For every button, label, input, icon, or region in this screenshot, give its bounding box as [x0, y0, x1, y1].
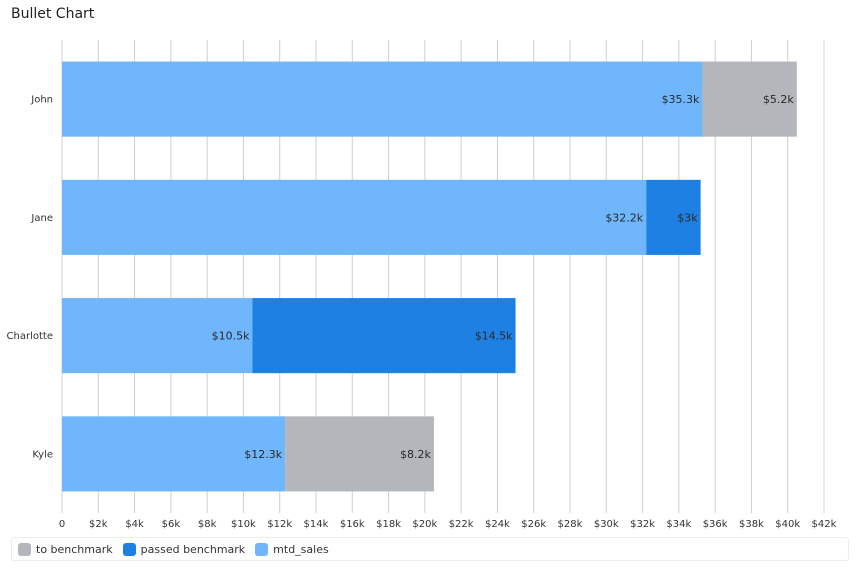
data-label: $5.2k	[763, 93, 794, 106]
x-tick-label: $34k	[666, 519, 691, 530]
data-label: $10.5k	[212, 330, 250, 343]
x-tick-label: $28k	[558, 519, 583, 530]
y-tick-label: Jane	[30, 213, 53, 224]
data-label: $14.5k	[475, 330, 513, 343]
bar-segment	[252, 298, 516, 374]
x-tick-label: $40k	[775, 519, 800, 530]
x-tick-label: $4k	[125, 519, 144, 530]
legend-label: to benchmark	[36, 542, 113, 556]
x-tick-label: $36k	[703, 519, 728, 530]
bullet-chart: $35.3k $5.2k $32.2k $3k $10.5k $14.5k $12.3k $8…	[7, 40, 837, 530]
data-label: $35.3k	[662, 93, 700, 106]
data-label: $32.2k	[605, 211, 643, 224]
bar-segment	[646, 179, 701, 255]
y-tick-label: Kyle	[32, 449, 53, 460]
legend-swatch	[255, 542, 269, 556]
data-label: $3k	[677, 211, 698, 224]
x-tick-label: $6k	[162, 519, 181, 530]
legend-label: passed benchmark	[140, 542, 246, 556]
x-tick-label: $38k	[739, 519, 764, 530]
x-tick-label: 0	[59, 519, 65, 530]
x-tick-label: $12k	[267, 519, 292, 530]
data-labels: $35.3k $5.2k $32.2k $3k $10.5k $14.5k $12.3k $8…	[212, 93, 795, 461]
y-tick-label: John	[30, 95, 53, 106]
bars	[62, 61, 797, 492]
x-tick-label: $18k	[376, 519, 401, 530]
x-tick-label: $22k	[449, 519, 474, 530]
x-axis: 0 $2k $4k $6k $8k $10k $12k $14k $16k $18k $20k $22…	[59, 519, 837, 530]
x-tick-label: $42k	[812, 519, 837, 530]
bar-segment	[62, 61, 703, 137]
x-tick-label: $2k	[89, 519, 108, 530]
legend-swatch	[122, 542, 136, 556]
x-tick-label: $30k	[594, 519, 619, 530]
x-tick-label: $24k	[485, 519, 510, 530]
legend: to benchmark passed benchmark mtd_sales	[11, 537, 849, 561]
legend-swatch	[18, 542, 31, 556]
x-tick-label: $8k	[198, 519, 217, 530]
data-label: $8.2k	[400, 448, 431, 461]
x-tick-label: $26k	[521, 519, 546, 530]
y-tick-label: Charlotte	[7, 331, 53, 342]
bar-segment	[285, 416, 434, 492]
bar-segment	[62, 298, 253, 374]
chart-title: Bullet Chart	[11, 6, 95, 22]
legend-label: mtd_sales	[273, 542, 329, 556]
x-tick-label: $20k	[412, 519, 437, 530]
data-label: $12.3k	[244, 448, 282, 461]
bar-segment	[62, 179, 647, 255]
y-axis: John Jane Charlotte Kyle	[7, 95, 53, 461]
x-tick-label: $14k	[304, 519, 329, 530]
bar-segment	[702, 61, 797, 137]
x-tick-label: $16k	[340, 519, 365, 530]
bar-segment	[62, 416, 286, 492]
x-tick-label: $32k	[630, 519, 655, 530]
legend-item-to-benchmark[interactable]: to benchmark	[18, 542, 113, 556]
legend-item-mtd-sales[interactable]: mtd_sales	[255, 542, 329, 556]
legend-item-passed-benchmark[interactable]: passed benchmark	[122, 542, 246, 556]
x-tick-label: $10k	[231, 519, 256, 530]
